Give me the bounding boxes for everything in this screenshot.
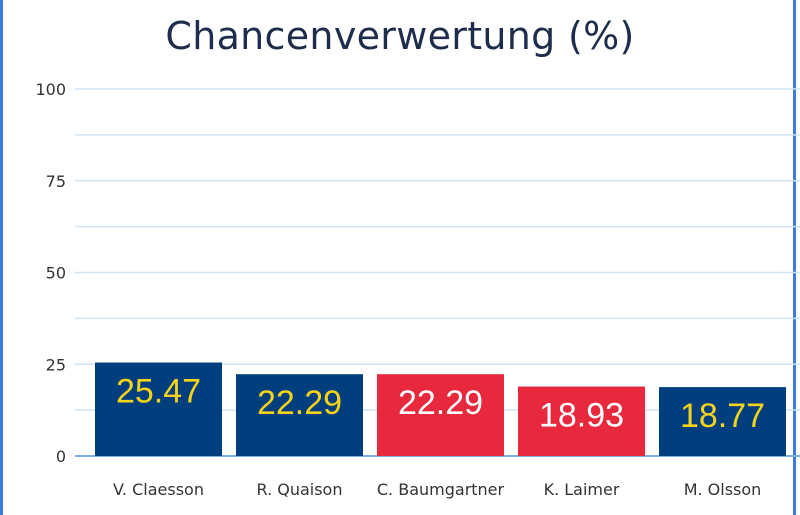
category-label: K. Laimer <box>544 480 620 499</box>
x-axis-ticks: V. Claesson R. Quaison C. Baumgartner K. La… <box>113 480 761 499</box>
y-tick-label: 25 <box>46 355 66 374</box>
category-label: R. Quaison <box>257 480 343 499</box>
chart-title: Chancenverwertung (%) <box>165 14 635 58</box>
bar <box>95 362 222 456</box>
data-labels: 25.47 22.29 22.29 18.93 18.77 <box>116 373 765 436</box>
y-tick-label: 100 <box>35 80 66 99</box>
y-tick-label: 0 <box>56 447 66 466</box>
data-label: 18.93 <box>539 397 624 435</box>
category-label: V. Claesson <box>113 480 204 499</box>
y-tick-label: 75 <box>46 172 66 191</box>
data-label: 22.29 <box>257 384 342 422</box>
bar <box>236 374 363 456</box>
category-label: M. Olsson <box>684 480 762 499</box>
category-label: C. Baumgartner <box>377 480 505 499</box>
y-tick-label: 50 <box>46 264 66 283</box>
data-label: 22.29 <box>398 384 483 422</box>
bars <box>95 362 786 456</box>
bar <box>377 374 504 456</box>
bar <box>518 386 645 456</box>
y-axis-ticks: 0 25 50 75 100 <box>35 80 66 466</box>
data-label: 25.47 <box>116 373 201 411</box>
bar <box>659 387 786 456</box>
data-label: 18.77 <box>680 397 765 435</box>
